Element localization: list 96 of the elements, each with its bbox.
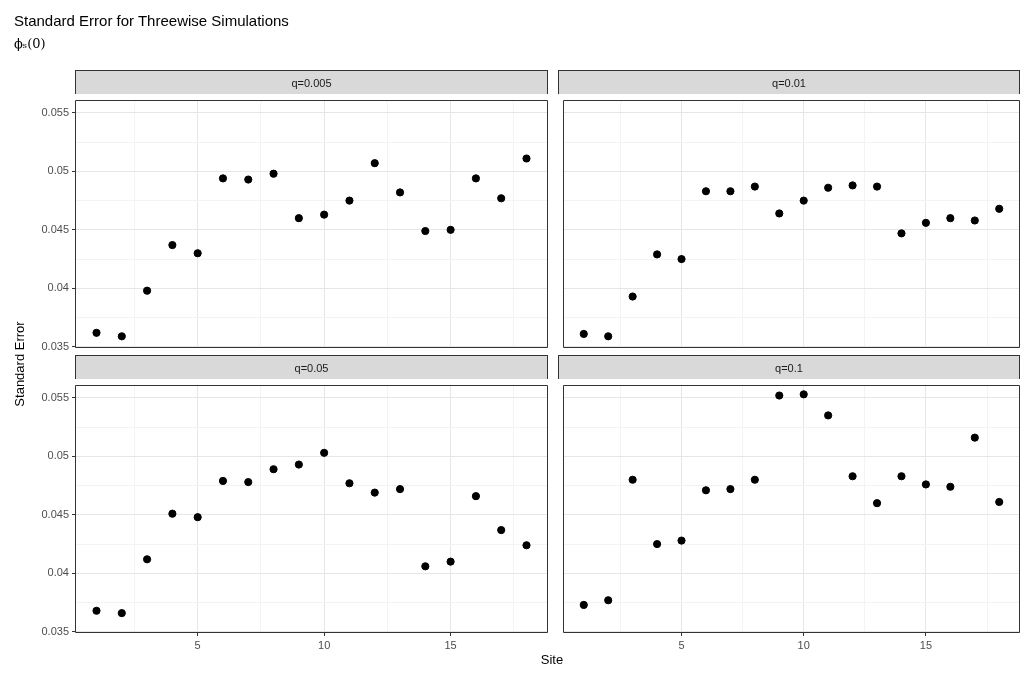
point (750, 475, 759, 484)
y-axis-title: Standard Error (11, 321, 27, 407)
point (995, 204, 1004, 213)
point (117, 609, 126, 618)
point (677, 536, 686, 545)
point (946, 482, 955, 491)
point (92, 606, 101, 615)
point (970, 216, 979, 225)
point (921, 480, 931, 489)
point (522, 154, 531, 163)
point (471, 492, 481, 501)
point (244, 175, 253, 184)
point (775, 391, 784, 400)
point (775, 209, 784, 218)
x-tick-label: 5 (194, 638, 201, 651)
y-tick-label: 0.05 (47, 449, 69, 462)
point (446, 557, 455, 566)
point (579, 329, 588, 339)
point (897, 229, 906, 238)
point (579, 600, 588, 610)
point (471, 174, 481, 183)
point (345, 479, 354, 488)
text: Standard Error for Threewise Simulations (14, 12, 289, 29)
y-tick-label: 0.045 (41, 507, 69, 520)
y-tick-label: 0.04 (47, 281, 69, 294)
y-tick-label: 0.05 (47, 164, 69, 177)
point (628, 292, 637, 301)
point (970, 433, 979, 442)
point (294, 460, 303, 469)
point (872, 182, 882, 191)
point (320, 210, 329, 219)
point (244, 477, 253, 487)
point (421, 562, 430, 571)
point (677, 254, 686, 264)
point (824, 183, 833, 192)
point (522, 541, 531, 550)
x-tick-label: 5 (678, 638, 685, 651)
point (799, 390, 808, 399)
point (604, 596, 613, 605)
point (726, 187, 735, 196)
point (193, 513, 202, 522)
point (848, 181, 857, 190)
point (395, 485, 405, 494)
point (370, 159, 379, 168)
point (269, 169, 278, 178)
point (628, 475, 637, 484)
point (497, 525, 506, 535)
point (848, 472, 857, 481)
point (750, 182, 759, 191)
point (345, 196, 354, 205)
point (897, 472, 906, 481)
y-tick-label: 0.045 (41, 222, 69, 235)
point (193, 249, 202, 258)
point (218, 174, 228, 183)
x-tick-label: 10 (318, 638, 331, 651)
point (294, 214, 303, 223)
point (824, 411, 833, 420)
x-tick-label: 15 (444, 638, 457, 651)
point (117, 332, 126, 341)
y-tick-label: 0.035 (41, 339, 69, 352)
y-tick-label: 0.04 (47, 566, 69, 579)
point (320, 448, 329, 457)
point (497, 194, 506, 203)
point (142, 286, 152, 295)
chart-title: q=0.1 (558, 355, 1020, 379)
point (395, 188, 405, 197)
chart-title: q=0.01 (558, 70, 1020, 94)
text: ϕₛ(0) (14, 36, 46, 51)
point (652, 539, 662, 549)
point (421, 226, 430, 236)
point (370, 488, 379, 497)
chart-title: q=0.05 (75, 355, 548, 379)
point (269, 465, 278, 474)
point (946, 214, 955, 223)
point (168, 509, 177, 518)
x-axis-title: Site (540, 652, 564, 667)
point (995, 497, 1004, 507)
point (142, 555, 152, 564)
point (168, 240, 177, 250)
chart-title: q=0.005 (75, 70, 548, 94)
point (92, 328, 101, 337)
point (652, 250, 662, 259)
point (218, 476, 228, 486)
point (872, 499, 882, 508)
y-tick-label: 0.055 (41, 390, 69, 403)
y-tick-label: 0.035 (41, 624, 69, 637)
point (604, 332, 613, 341)
x-tick-label: 10 (797, 638, 810, 651)
point (446, 225, 455, 234)
y-tick-label: 0.055 (41, 105, 69, 118)
point (701, 187, 711, 196)
x-tick-label: 15 (919, 638, 933, 651)
point (921, 218, 931, 227)
point (799, 196, 808, 205)
point (701, 486, 711, 495)
point (726, 485, 735, 494)
